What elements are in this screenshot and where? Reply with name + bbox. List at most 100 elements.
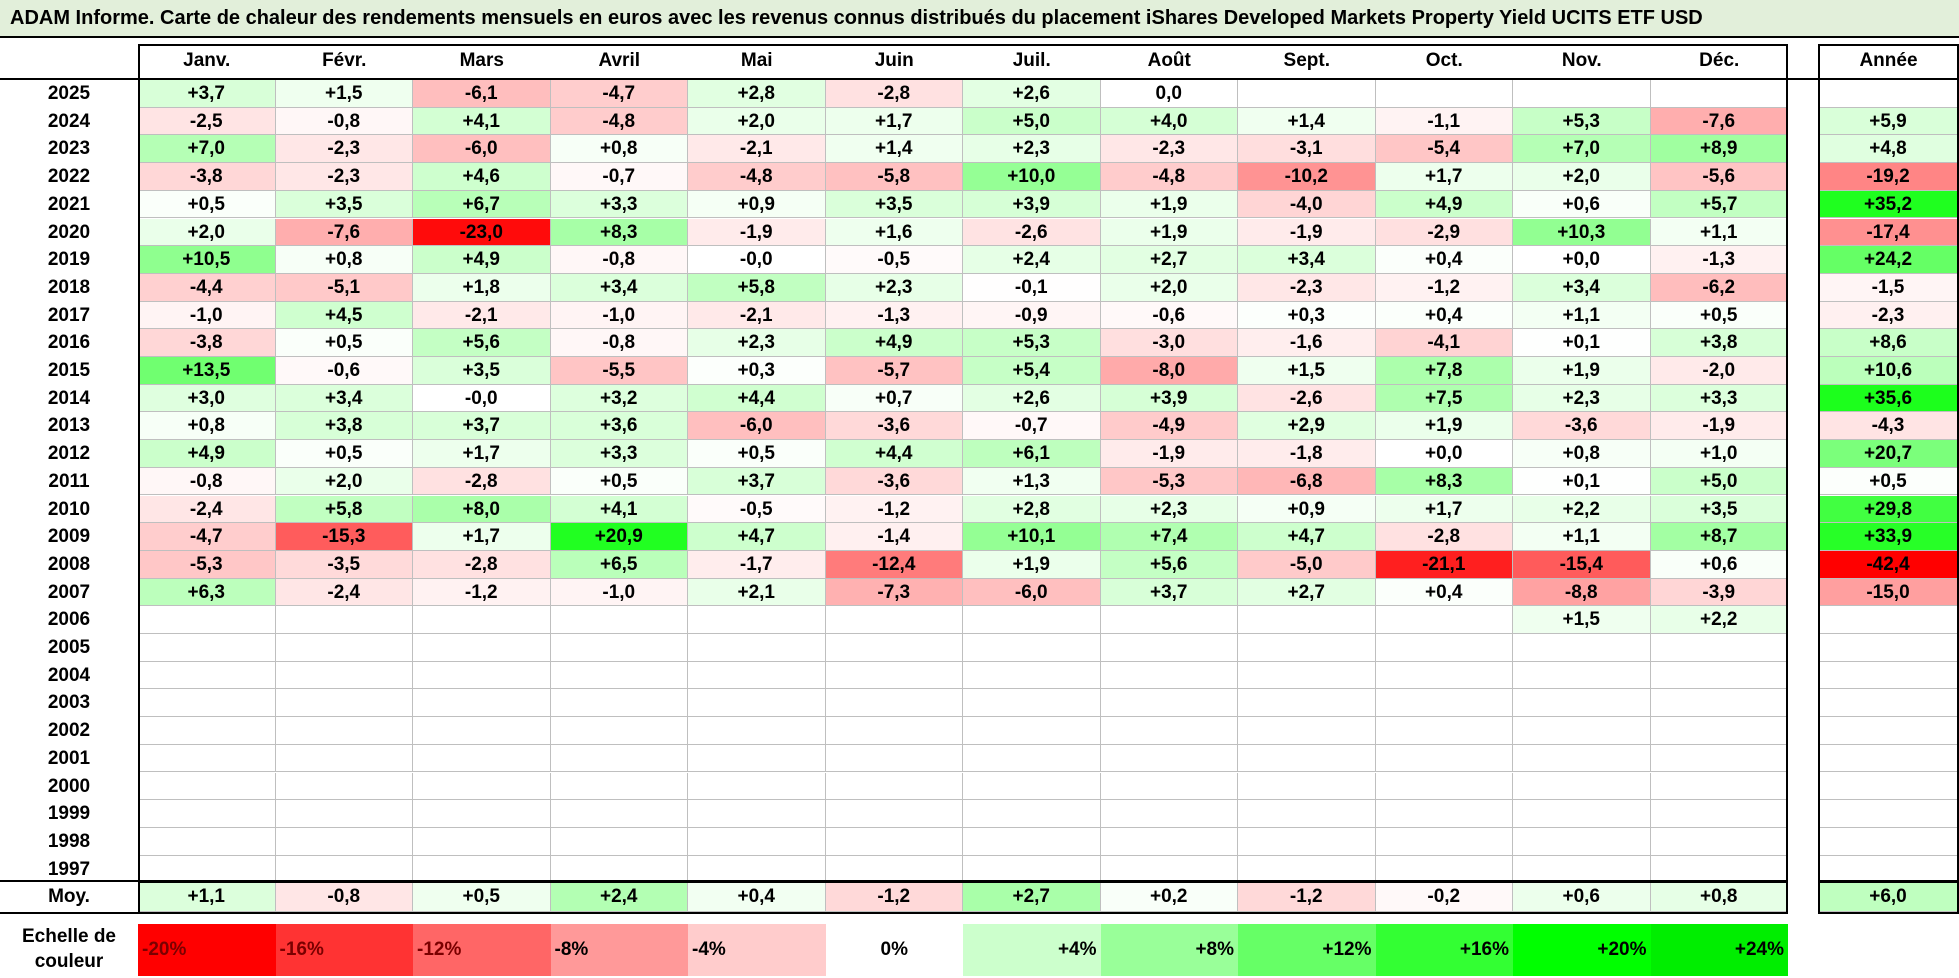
heatmap-cell: +7,4	[1100, 523, 1238, 551]
annual-cell	[1818, 689, 1959, 718]
year-label: 2002	[47, 720, 91, 742]
heatmap-cell: -2,8	[825, 80, 963, 108]
annual-cell: -1,5	[1818, 273, 1959, 302]
heatmap-cell: -1,2	[1375, 273, 1513, 302]
heatmap-cell: +2,4	[963, 246, 1101, 274]
year-label: 2010	[47, 498, 91, 520]
year-label: 2012	[47, 443, 91, 465]
heatmap-cell: +2,0	[688, 107, 826, 136]
column-header: Juil.	[1012, 50, 1051, 71]
annual-cell	[1818, 744, 1959, 773]
annual-cell: -17,4	[1818, 218, 1959, 247]
heatmap-cell: -7,3	[825, 578, 963, 607]
color-scale-swatch: +16%	[1375, 924, 1513, 976]
heatmap-cell: -1,0	[550, 301, 688, 330]
heatmap-cell	[1238, 634, 1376, 662]
heatmap-cell	[550, 717, 688, 745]
heatmap-cell	[275, 717, 413, 745]
heatmap-cell	[275, 661, 413, 690]
heatmap-cell: +1,8	[413, 273, 551, 302]
heatmap-cell	[275, 772, 413, 801]
heatmap-cell: +2,1	[688, 578, 826, 607]
annual-cell: +5,9	[1818, 107, 1959, 136]
heatmap-cell: +3,7	[688, 467, 826, 496]
heatmap-cell: -4,8	[688, 163, 826, 191]
heatmap-cell	[138, 606, 276, 634]
heatmap-cell: -0,6	[1100, 301, 1238, 330]
heatmap-cell: +1,5	[1238, 357, 1376, 385]
year-label: 2022	[47, 166, 91, 188]
heatmap-cell: -1,9	[1650, 412, 1788, 441]
heatmap-cell	[1100, 744, 1238, 773]
heatmap-cell	[413, 606, 551, 634]
heatmap-cell: -3,8	[138, 329, 276, 357]
year-label: 2001	[47, 747, 91, 769]
year-label: 2007	[47, 581, 91, 603]
heatmap-cell: +0,0	[1513, 246, 1651, 274]
heatmap-cell	[825, 717, 963, 745]
heatmap-cell	[1100, 827, 1238, 856]
color-scale-swatch: +24%	[1650, 924, 1788, 976]
heatmap-cell: -6,0	[963, 578, 1101, 607]
average-annual-cell: +6,0	[1818, 882, 1959, 912]
year-label: 1999	[47, 803, 91, 825]
heatmap-cell: +2,8	[688, 80, 826, 108]
heatmap-cell: -0,6	[275, 357, 413, 385]
year-label: 2019	[47, 249, 91, 271]
heatmap-cell: -3,5	[275, 550, 413, 579]
heatmap-cell	[1650, 772, 1788, 801]
heatmap-cell: +1,9	[1100, 190, 1238, 219]
heatmap-cell: +3,5	[413, 357, 551, 385]
heatmap-cell	[963, 744, 1101, 773]
column-header: Janv.	[183, 50, 231, 71]
heatmap-cell	[688, 772, 826, 801]
heatmap-cell: -2,1	[688, 135, 826, 164]
heatmap-cell: +2,3	[688, 329, 826, 357]
heatmap-cell: +3,8	[275, 412, 413, 441]
heatmap-cell: +5,3	[1513, 107, 1651, 136]
annual-cell: +24,2	[1818, 246, 1959, 274]
average-label: Moy.	[48, 886, 90, 907]
heatmap-cell	[1513, 661, 1651, 690]
heatmap-cell: +1,7	[1375, 495, 1513, 524]
heatmap-cell: -5,0	[1238, 550, 1376, 579]
heatmap-cell: -7,6	[275, 218, 413, 247]
heatmap-cell: -2,4	[275, 578, 413, 607]
average-cell: -0,2	[1375, 882, 1513, 912]
year-label: 2025	[47, 83, 91, 104]
color-scale-swatch: +12%	[1238, 924, 1376, 976]
average-cell: +0,4	[688, 882, 826, 912]
heatmap-cell	[1513, 800, 1651, 828]
average-cell: -1,2	[1238, 882, 1376, 912]
heatmap-cell: +8,3	[550, 218, 688, 247]
heatmap-cell: +5,0	[1650, 467, 1788, 496]
heatmap-cell: -1,3	[1650, 246, 1788, 274]
heatmap-cell	[1513, 689, 1651, 718]
heatmap-cell: +8,7	[1650, 523, 1788, 551]
heatmap-cell	[550, 855, 688, 884]
heatmap-cell	[1513, 717, 1651, 745]
heatmap-cell: -4,7	[138, 523, 276, 551]
heatmap-cell: -2,4	[138, 495, 276, 524]
heatmap-cell: -2,0	[1650, 357, 1788, 385]
heatmap-cell	[1650, 689, 1788, 718]
heatmap-cell: +1,7	[413, 440, 551, 468]
annual-cell: -19,2	[1818, 163, 1959, 191]
heatmap-cell: -12,4	[825, 550, 963, 579]
annual-column-header: Année	[1859, 50, 1918, 71]
heatmap-cell	[550, 606, 688, 634]
heatmap-cell	[550, 689, 688, 718]
heatmap-cell	[688, 744, 826, 773]
heatmap-cell: -4,0	[1238, 190, 1376, 219]
heatmap-cell: -2,3	[275, 135, 413, 164]
heatmap-cell	[138, 827, 276, 856]
heatmap-cell	[688, 634, 826, 662]
heatmap-cell: -4,1	[1375, 329, 1513, 357]
heatmap-cell	[963, 800, 1101, 828]
heatmap-cell	[1238, 800, 1376, 828]
heatmap-cell: +2,7	[1238, 578, 1376, 607]
annual-cell: +35,6	[1818, 384, 1959, 413]
heatmap-cell: +10,3	[1513, 218, 1651, 247]
heatmap-cell: +3,0	[138, 384, 276, 413]
heatmap-cell	[688, 689, 826, 718]
